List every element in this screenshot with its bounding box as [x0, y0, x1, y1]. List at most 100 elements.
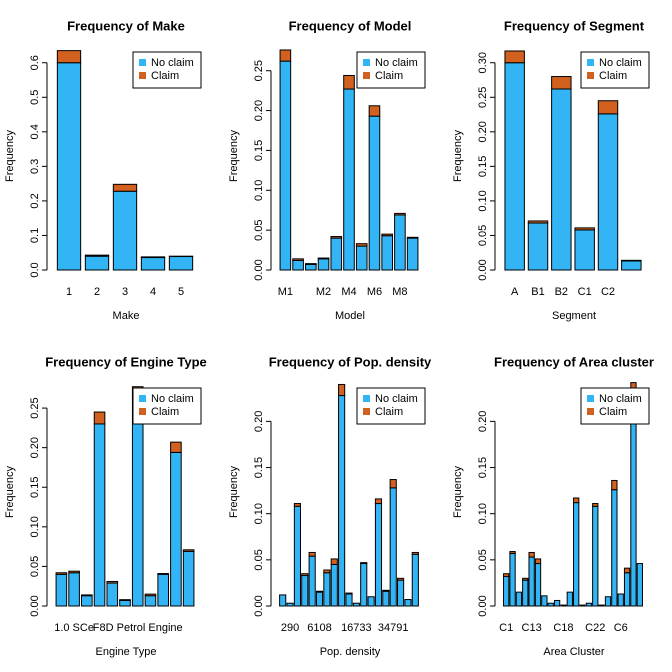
bar-segment: [397, 579, 405, 607]
bar-segment: [411, 551, 419, 555]
bar-segment: [112, 190, 138, 271]
y-axis-label: Frequency: [4, 130, 16, 182]
y-tick-label: 0.00: [477, 259, 489, 280]
y-tick-label: 0.10: [477, 503, 489, 524]
bar-segment: [144, 593, 157, 597]
bar-segment: [330, 236, 343, 239]
y-tick-label: 0.10: [477, 190, 489, 211]
y-tick-label: 0.15: [253, 140, 265, 161]
legend-label: Claim: [375, 70, 403, 82]
bar-segment: [394, 214, 406, 271]
y-tick-label: 0.1: [29, 228, 41, 243]
legend-label: No claim: [151, 57, 194, 69]
x-tick-label: 290: [281, 622, 299, 634]
bar-segment: [621, 259, 642, 262]
bar-segment: [374, 503, 383, 607]
bar-segment: [170, 451, 182, 607]
bar-segment: [338, 383, 346, 397]
legend-label: Claim: [375, 406, 403, 418]
legend-swatch: [363, 395, 370, 402]
bar-segment: [119, 599, 131, 607]
bar-segment: [528, 551, 535, 558]
bar-segment: [93, 411, 106, 425]
x-tick-label: C1: [499, 622, 513, 634]
bar-segment: [106, 580, 119, 584]
y-tick-label: 0.25: [253, 60, 265, 81]
legend-box: [356, 387, 426, 425]
bar-segment: [56, 50, 82, 64]
legend-swatch: [139, 395, 146, 402]
bar-segment: [140, 257, 166, 271]
bar-segment: [630, 393, 637, 607]
bar-segment: [574, 227, 595, 231]
bar-segment: [585, 602, 593, 607]
x-tick-label: C6: [614, 622, 628, 634]
y-tick-label: 0.4: [29, 124, 41, 139]
y-tick-label: 0.00: [29, 595, 41, 616]
bar-segment: [279, 594, 287, 607]
x-tick-label: F8D Petrol Engine: [93, 622, 183, 634]
x-tick-label: 3: [122, 286, 128, 298]
bar-segment: [509, 552, 516, 607]
bar-segment: [315, 590, 324, 593]
x-tick-label: M4: [341, 286, 356, 298]
bar-segment: [293, 505, 301, 607]
bar-segment: [573, 502, 580, 607]
legend-swatch: [363, 408, 370, 415]
legend-label: Claim: [599, 406, 627, 418]
legend-swatch: [587, 408, 594, 415]
x-tick-label: 1: [66, 286, 72, 298]
bar-segment: [279, 60, 292, 271]
x-tick-label: M8: [392, 286, 407, 298]
bar-segment: [592, 503, 599, 507]
x-axis-label: Model: [335, 310, 365, 322]
bar-segment: [623, 567, 631, 574]
x-axis-label: Make: [113, 310, 140, 322]
x-tick-label: M6: [367, 286, 382, 298]
y-tick-label: 0.05: [477, 225, 489, 246]
bar-segment: [504, 62, 525, 271]
bar-segment: [308, 555, 316, 607]
legend-box: [580, 51, 650, 89]
y-axis-label: Frequency: [452, 130, 464, 182]
bar-segment: [411, 553, 419, 607]
x-tick-label: C18: [553, 622, 573, 634]
bar-segment: [305, 263, 317, 271]
y-tick-label: 0.20: [477, 121, 489, 142]
bar-segment: [360, 563, 368, 607]
x-tick-label: 5: [178, 286, 184, 298]
y-tick-label: 0.05: [253, 219, 265, 240]
bar-segment: [182, 550, 195, 607]
y-tick-label: 0.0: [29, 262, 41, 277]
x-tick-label: 4: [150, 286, 156, 298]
bar-segment: [170, 441, 182, 453]
bar-segment: [317, 257, 330, 260]
bar-segment: [579, 604, 586, 607]
bar-segment: [81, 595, 93, 607]
bar-segment: [157, 573, 169, 607]
bar-segment: [55, 572, 68, 575]
y-tick-label: 0.5: [29, 90, 41, 105]
legend-label: No claim: [375, 57, 418, 69]
legend-swatch: [139, 72, 146, 79]
legend-label: Claim: [151, 70, 179, 82]
bar-segment: [286, 602, 294, 607]
bar-segment: [84, 255, 110, 271]
x-tick-label: 1.0 SCe: [54, 622, 94, 634]
x-axis-label: Area Cluster: [543, 646, 604, 658]
y-tick-label: 0.00: [253, 595, 265, 616]
legend-swatch: [139, 59, 146, 66]
y-tick-label: 0.2: [29, 193, 41, 208]
y-tick-label: 0.3: [29, 159, 41, 174]
y-axis-label: Frequency: [228, 466, 240, 518]
x-tick-label: M2: [316, 286, 331, 298]
legend-label: No claim: [599, 393, 642, 405]
chart-title: Frequency of Segment: [504, 18, 645, 33]
y-tick-label: 0.20: [253, 100, 265, 121]
x-tick-label: B2: [555, 286, 568, 298]
x-tick-label: A: [511, 286, 519, 298]
bar-segment: [68, 572, 80, 607]
y-tick-label: 0.05: [253, 549, 265, 570]
chart-title: Frequency of Area cluster: [494, 354, 654, 369]
x-tick-label: C1: [578, 286, 592, 298]
